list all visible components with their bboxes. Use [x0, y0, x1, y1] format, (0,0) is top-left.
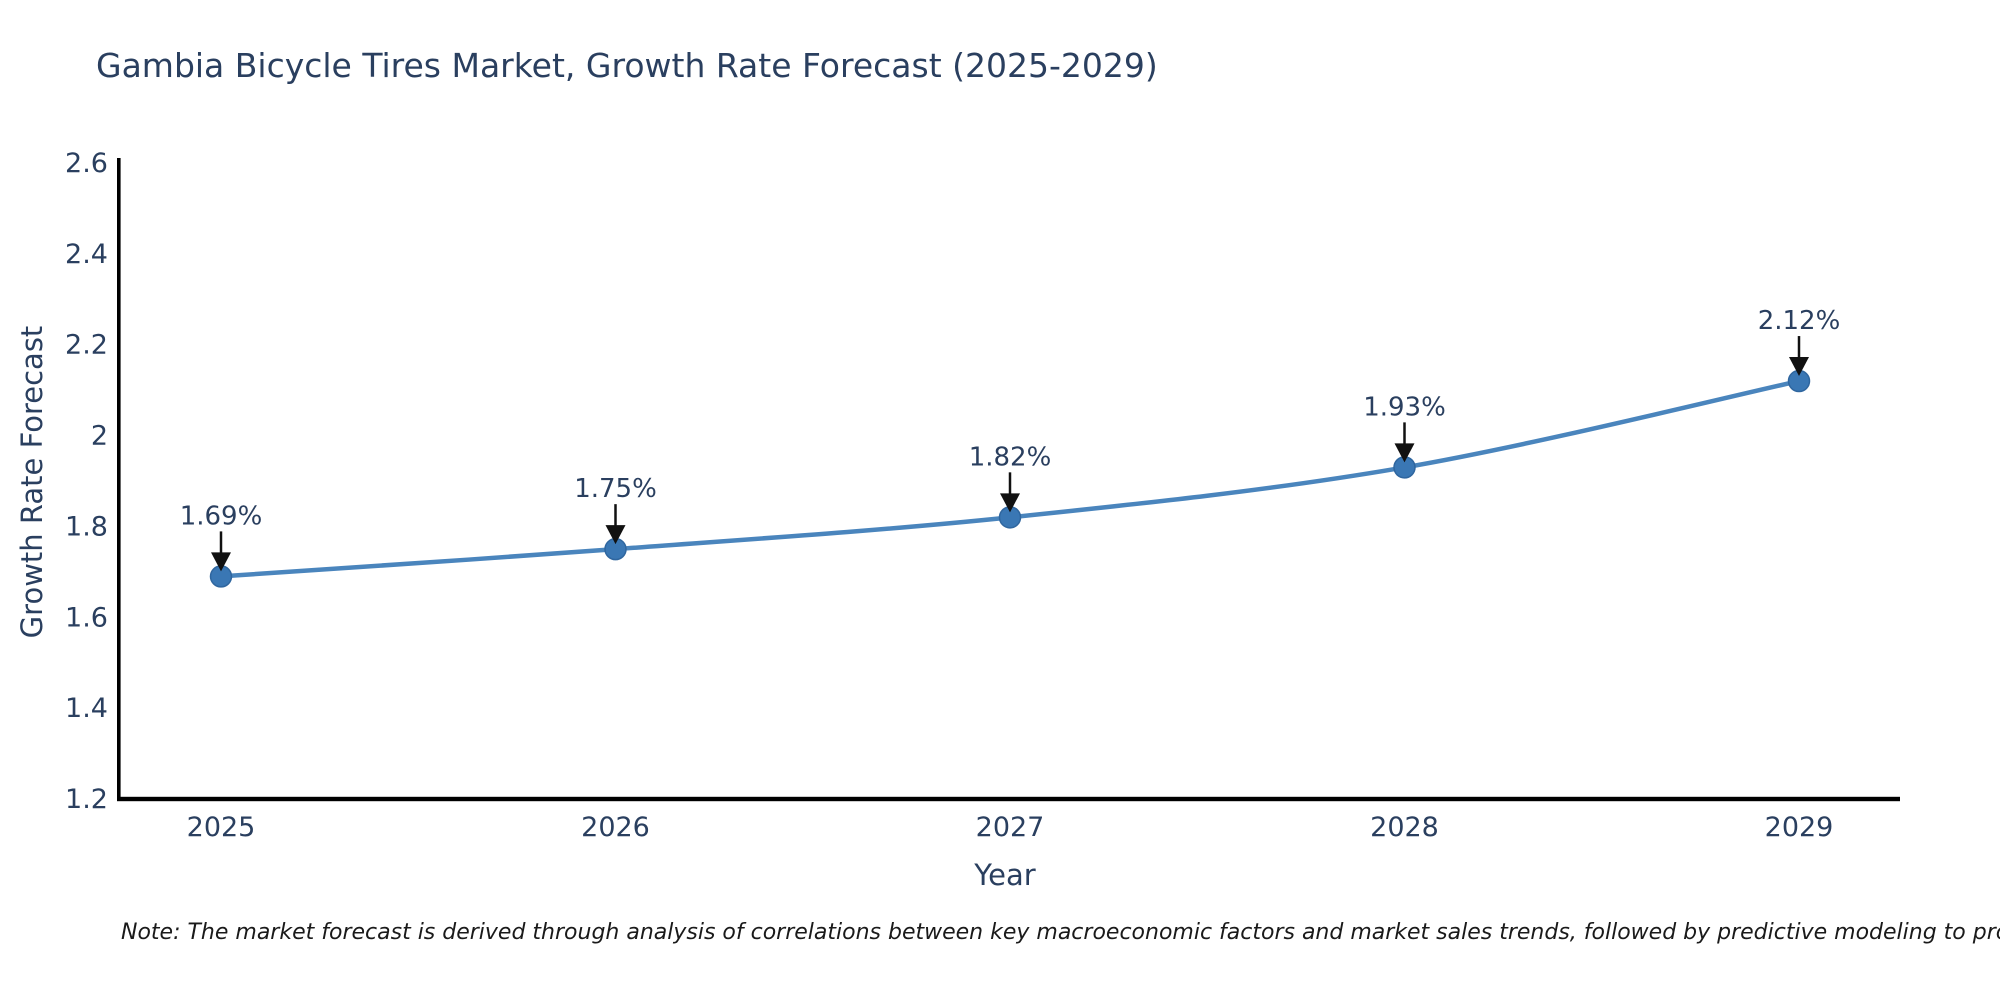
data-point-label: 1.82%: [969, 442, 1052, 472]
data-point-label: 1.69%: [180, 501, 263, 531]
x-tick-label: 2029: [1765, 812, 1834, 843]
footnote: Note: The market forecast is derived thr…: [121, 920, 2000, 945]
annotation-arrowhead: [1000, 493, 1020, 513]
annotation-arrowhead: [1789, 357, 1809, 377]
x-tick-label: 2025: [187, 812, 256, 843]
y-tick-label: 1.6: [65, 602, 108, 633]
y-tick-label: 1.2: [65, 784, 108, 815]
y-tick-label: 2.4: [65, 239, 108, 270]
data-point-label: 1.93%: [1363, 392, 1446, 422]
x-tick-label: 2028: [1370, 812, 1439, 843]
chart-title: Gambia Bicycle Tires Market, Growth Rate…: [96, 46, 1158, 85]
y-tick-label: 2: [91, 421, 108, 452]
data-point-label: 1.75%: [574, 474, 657, 504]
y-axis-line: [117, 158, 121, 801]
x-axis-line: [117, 796, 1900, 802]
y-tick-label: 1.8: [65, 511, 108, 542]
y-tick-label: 1.4: [65, 693, 108, 724]
y-tick-label: 2.2: [65, 330, 108, 361]
x-axis-title: Year: [974, 858, 1036, 892]
annotation-arrowhead: [1394, 443, 1415, 463]
x-tick-label: 2026: [581, 812, 650, 843]
data-point-label: 2.12%: [1758, 306, 1841, 336]
y-tick-label: 2.6: [65, 148, 108, 179]
annotation-arrowhead: [211, 552, 231, 572]
x-tick-label: 2027: [976, 812, 1045, 843]
annotation-arrowhead: [605, 525, 626, 545]
